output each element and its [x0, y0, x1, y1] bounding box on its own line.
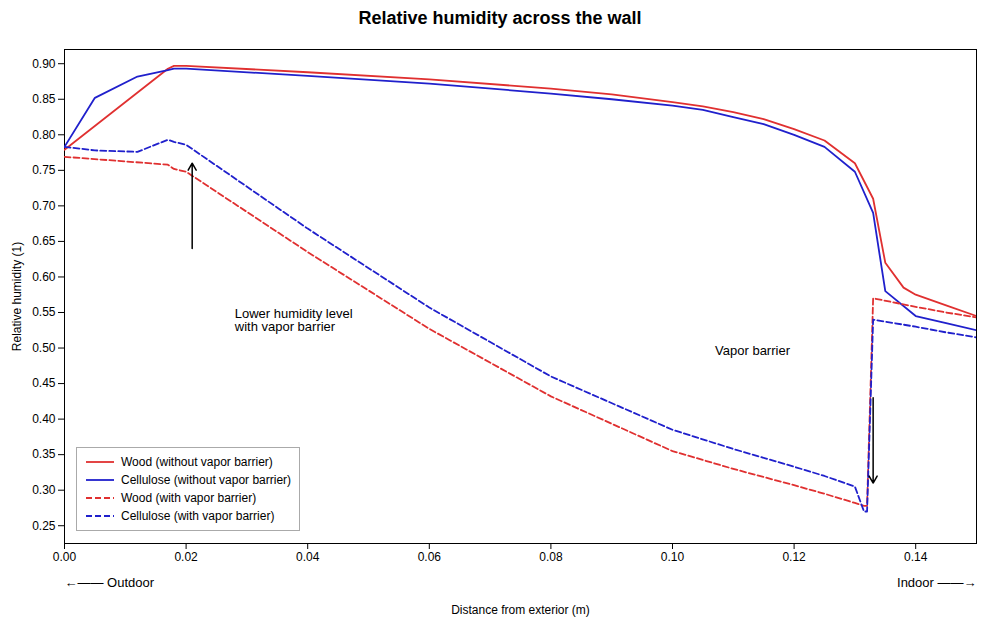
svg-text:0.06: 0.06: [418, 550, 442, 564]
svg-text:0.45: 0.45: [32, 376, 56, 390]
svg-text:Lower humidity levelwith vapor: Lower humidity levelwith vapor barrier: [234, 306, 353, 334]
svg-text:Indoor ——→: Indoor ——→: [897, 575, 976, 590]
svg-text:←—— Outdoor: ←—— Outdoor: [65, 575, 155, 590]
svg-text:Relative humidity (1): Relative humidity (1): [10, 242, 24, 351]
svg-text:0.40: 0.40: [32, 412, 56, 426]
html-text:Relative humidity across the w: Relative humidity across the wall: [358, 8, 642, 28]
svg-text:0.00: 0.00: [53, 550, 77, 564]
svg-text:0.04: 0.04: [296, 550, 320, 564]
html-text:Cellulose (without vapor barri: Cellulose (without vapor barrier): [121, 473, 292, 487]
svg-text:0.14: 0.14: [904, 550, 928, 564]
svg-text:0.85: 0.85: [32, 92, 56, 106]
html-text:Wood (without vapor barrier): Wood (without vapor barrier): [121, 455, 273, 469]
svg-text:0.75: 0.75: [32, 163, 56, 177]
html-text:Cellulose (with vapor barrier): Cellulose (with vapor barrier): [121, 509, 275, 523]
svg-text:0.80: 0.80: [32, 128, 56, 142]
svg-text:0.70: 0.70: [32, 199, 56, 213]
svg-text:Distance from exterior (m): Distance from exterior (m): [451, 603, 590, 617]
svg-text:0.12: 0.12: [782, 550, 806, 564]
html-text:Wood (with vapor barrier): Wood (with vapor barrier): [121, 491, 257, 505]
svg-text:0.30: 0.30: [32, 483, 56, 497]
svg-text:0.10: 0.10: [661, 550, 685, 564]
svg-text:0.65: 0.65: [32, 234, 56, 248]
svg-text:0.60: 0.60: [32, 270, 56, 284]
svg-text:0.25: 0.25: [32, 519, 56, 533]
svg-text:0.35: 0.35: [32, 447, 56, 461]
svg-text:0.55: 0.55: [32, 305, 56, 319]
svg-text:0.08: 0.08: [539, 550, 563, 564]
svg-text:0.02: 0.02: [174, 550, 198, 564]
svg-text:0.50: 0.50: [32, 341, 56, 355]
svg-text:Vapor barrier: Vapor barrier: [715, 343, 791, 358]
svg-text:0.90: 0.90: [32, 57, 56, 71]
